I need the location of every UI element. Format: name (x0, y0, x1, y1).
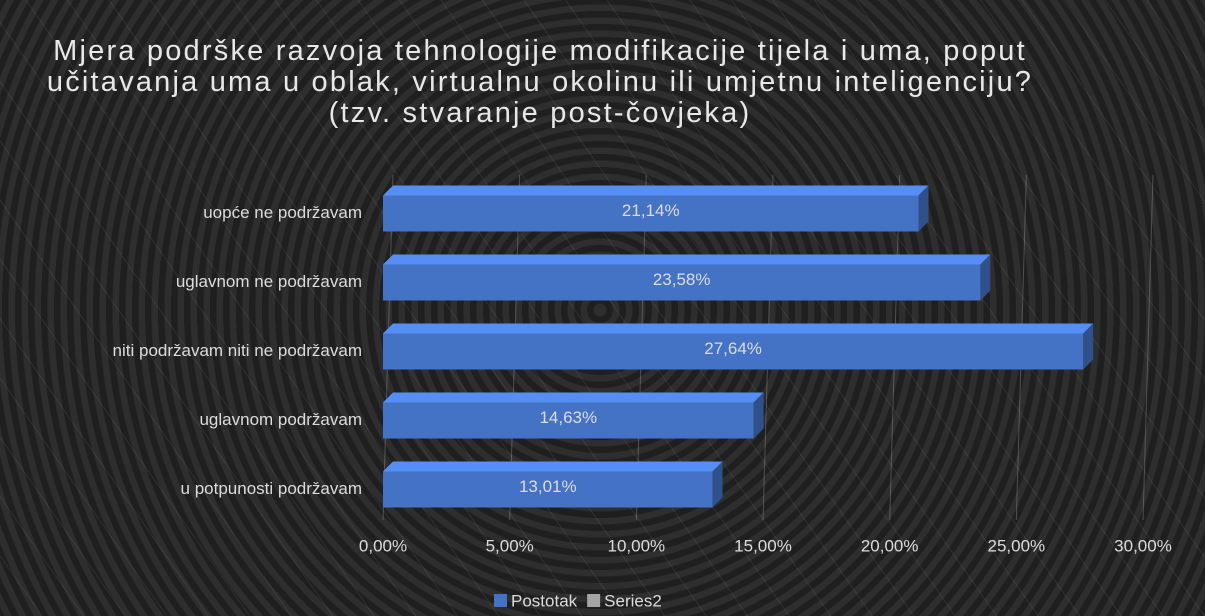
bar-side (712, 461, 723, 508)
bar (383, 471, 713, 508)
x-tick-label: 20,00% (861, 536, 919, 555)
chart-title: Mjera podrške razvoja tehnologije modifi… (46, 35, 1034, 129)
bar-top (383, 323, 1094, 334)
bar-top (383, 254, 991, 265)
data-label: 14,63% (539, 408, 597, 427)
y-tick-label: uglavnom ne podržavam (176, 272, 362, 291)
x-tick-label: 25,00% (987, 536, 1045, 555)
x-tick-label: 5,00% (486, 536, 534, 555)
bar (383, 264, 981, 301)
bar (383, 195, 919, 232)
x-tick-label: 0,00% (359, 536, 407, 555)
y-tick-label: niti podržavam niti ne podržavam (113, 341, 362, 360)
data-label: 21,14% (622, 201, 680, 220)
data-label: 27,64% (704, 339, 762, 358)
x-tick-label: 30,00% (1114, 536, 1172, 555)
bar-side (753, 392, 764, 439)
data-label: 13,01% (519, 477, 577, 496)
bar-side (918, 185, 929, 232)
y-tick-label: u potpunosti podržavam (181, 479, 362, 498)
legend-label: Postotak (511, 591, 578, 610)
legend-label: Series2 (604, 591, 662, 610)
bar-top (383, 185, 929, 196)
bar-side (980, 254, 991, 301)
bar (383, 402, 754, 439)
y-tick-label: uglavnom podržavam (199, 410, 362, 429)
bar-top (383, 461, 723, 472)
grid-line (1142, 174, 1154, 521)
y-tick-label: uopće ne podržavam (203, 203, 362, 222)
x-tick-label: 10,00% (607, 536, 665, 555)
bar-top (383, 392, 764, 403)
x-tick-label: 15,00% (734, 536, 792, 555)
legend-swatch (587, 594, 601, 607)
data-label: 23,58% (653, 270, 711, 289)
legend-swatch (494, 594, 507, 607)
bar-side (1083, 323, 1094, 370)
bar (383, 333, 1084, 370)
